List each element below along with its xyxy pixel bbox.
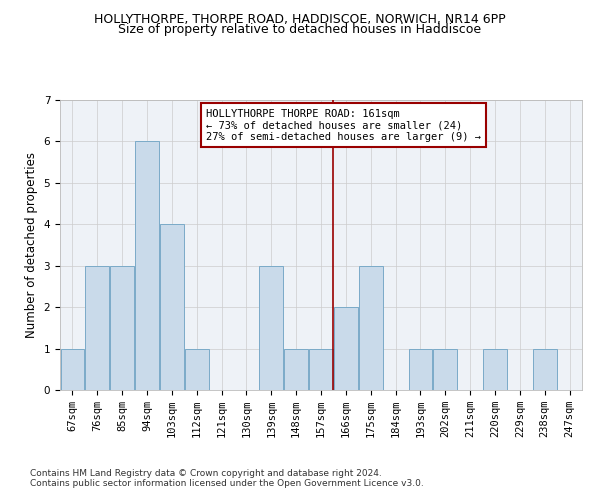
Bar bbox=[533, 348, 557, 390]
Bar bbox=[185, 348, 209, 390]
Bar bbox=[409, 348, 432, 390]
Bar bbox=[433, 348, 457, 390]
Bar bbox=[160, 224, 184, 390]
Text: Contains public sector information licensed under the Open Government Licence v3: Contains public sector information licen… bbox=[30, 478, 424, 488]
Text: Size of property relative to detached houses in Haddiscoe: Size of property relative to detached ho… bbox=[118, 22, 482, 36]
Bar bbox=[259, 266, 283, 390]
Text: HOLLYTHORPE THORPE ROAD: 161sqm
← 73% of detached houses are smaller (24)
27% of: HOLLYTHORPE THORPE ROAD: 161sqm ← 73% of… bbox=[206, 108, 481, 142]
Bar bbox=[61, 348, 84, 390]
Bar bbox=[309, 348, 333, 390]
Bar bbox=[359, 266, 383, 390]
Bar bbox=[284, 348, 308, 390]
Text: Contains HM Land Registry data © Crown copyright and database right 2024.: Contains HM Land Registry data © Crown c… bbox=[30, 468, 382, 477]
Bar bbox=[483, 348, 507, 390]
Bar bbox=[85, 266, 109, 390]
Text: HOLLYTHORPE, THORPE ROAD, HADDISCOE, NORWICH, NR14 6PP: HOLLYTHORPE, THORPE ROAD, HADDISCOE, NOR… bbox=[94, 12, 506, 26]
Bar bbox=[334, 307, 358, 390]
Y-axis label: Number of detached properties: Number of detached properties bbox=[25, 152, 38, 338]
Bar bbox=[110, 266, 134, 390]
Bar bbox=[135, 142, 159, 390]
